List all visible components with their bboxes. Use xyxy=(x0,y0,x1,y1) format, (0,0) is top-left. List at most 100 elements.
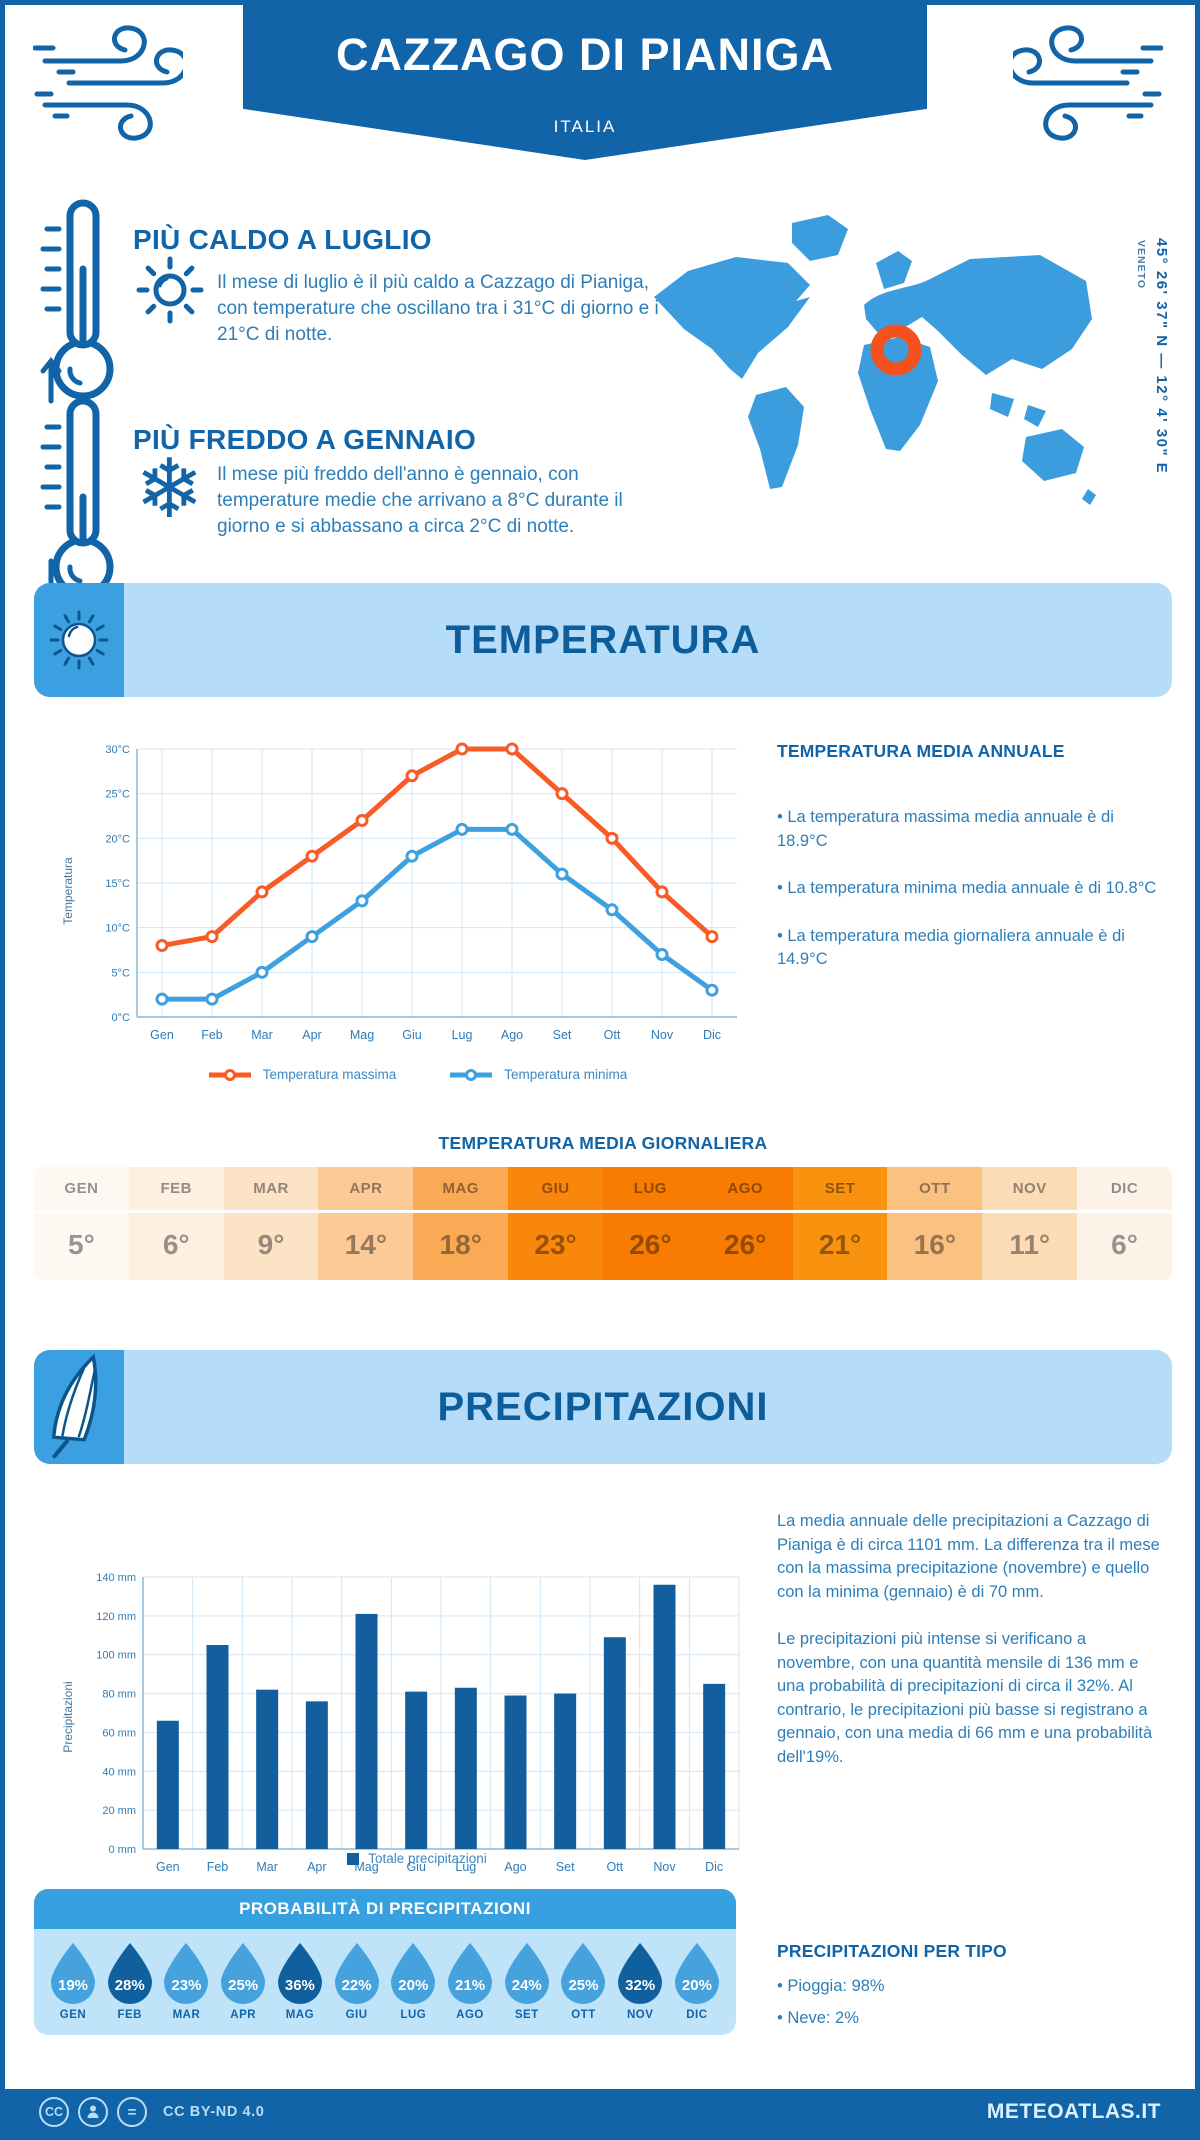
temp-grid xyxy=(137,748,737,1018)
droplet-month: APR xyxy=(230,2009,257,2021)
droplet: 25% xyxy=(218,1941,268,2005)
data-point xyxy=(255,965,269,979)
y-tick-label: 0°C xyxy=(112,1012,131,1024)
temp-table-month: FEB xyxy=(128,1167,224,1210)
temperature-banner-title: TEMPERATURA xyxy=(445,617,761,662)
temp-table-value: 23° xyxy=(508,1213,603,1280)
x-tick-label: Apr xyxy=(307,1860,326,1874)
y-tick-label: 60 mm xyxy=(102,1727,136,1739)
bar-ott xyxy=(603,1637,626,1849)
legend-line-sample xyxy=(208,1068,251,1081)
continents xyxy=(654,215,1096,505)
page-subtitle: ITALIA xyxy=(553,117,617,136)
data-point xyxy=(655,947,669,961)
data-point xyxy=(305,930,319,944)
x-tick-label: Mag xyxy=(350,1028,374,1042)
precip-grid xyxy=(142,1576,740,1850)
precipitation-legend: Totale precipitazioni xyxy=(87,1851,747,1866)
x-tick-label: Ott xyxy=(606,1860,623,1874)
data-point xyxy=(205,992,219,1006)
map-coordinates: 45° 26' 37" N — 12° 4' 30" E xyxy=(1153,238,1170,475)
droplet-value: 25% xyxy=(228,1977,259,1994)
x-tick-label: Set xyxy=(553,1028,572,1042)
droplet-icon xyxy=(107,1943,152,2004)
annual-bullet: • La temperatura massima media annuale è… xyxy=(777,808,1114,850)
droplet-icon xyxy=(391,1943,436,2004)
bar-lug xyxy=(454,1687,477,1849)
x-tick-label: Lug xyxy=(455,1860,476,1874)
droplet-month: GIU xyxy=(345,2009,368,2021)
droplet-month: LUG xyxy=(400,2009,427,2021)
legend-label: Temperatura minima xyxy=(504,1067,628,1082)
temp-table-month: GEN xyxy=(34,1167,129,1210)
temp-table-value: 6° xyxy=(1077,1213,1172,1280)
droplet-icon xyxy=(277,1943,322,2004)
map-region: VENETO xyxy=(1135,240,1147,289)
legend-line-sample xyxy=(450,1068,493,1081)
bar-apr xyxy=(305,1701,328,1849)
hot-month-text: Il mese di luglio è il più caldo a Cazza… xyxy=(217,272,659,345)
y-tick-label: 100 mm xyxy=(96,1650,136,1662)
series-line-0 xyxy=(159,746,715,949)
x-tick-label: Giu xyxy=(406,1860,426,1874)
probability-column: 22% GIU xyxy=(330,1941,384,2021)
data-point xyxy=(305,849,319,863)
y-tick-label: 140 mm xyxy=(96,1572,136,1584)
annual-bullet: • La temperatura media giornaliera annua… xyxy=(777,926,1125,969)
annual-temperature-title: TEMPERATURA MEDIA ANNUALE xyxy=(777,741,1065,761)
cc-by-person-icon xyxy=(78,2097,108,2127)
cold-month-text: Il mese più freddo dell'anno è gennaio, … xyxy=(217,464,623,537)
probability-column: 23% MAR xyxy=(159,1941,213,2021)
x-tick-label: Gen xyxy=(150,1028,174,1042)
bar-ago xyxy=(504,1695,527,1849)
data-point xyxy=(155,939,169,953)
bar-nov xyxy=(653,1584,676,1849)
data-point xyxy=(555,867,569,881)
x-tick-label: Nov xyxy=(653,1860,676,1874)
droplet: 25% xyxy=(558,1941,608,2005)
probability-droplets: 19% GEN 28% FEB 23% MAR 25% APR 36% MAG 22% GIU 20% L… xyxy=(34,1929,736,2035)
droplet-month: FEB xyxy=(117,2009,142,2021)
droplet-value: 20% xyxy=(681,1977,712,1994)
data-point xyxy=(605,903,619,917)
temp-table-month: DIC xyxy=(1077,1167,1172,1210)
droplet-month: MAR xyxy=(172,2009,201,2021)
temp-table-month: SET xyxy=(792,1167,888,1210)
cc-icon: CC xyxy=(39,2097,69,2127)
x-tick-label: Mar xyxy=(251,1028,273,1042)
droplet-month: DIC xyxy=(686,2009,708,2021)
temp-table-value: 14° xyxy=(318,1213,414,1280)
y-tick-label: 20°C xyxy=(105,833,130,845)
legend-swatch xyxy=(347,1852,360,1865)
probability-column: 25% OTT xyxy=(556,1941,610,2021)
temp-table-month: LUG xyxy=(602,1167,698,1210)
droplet: 19% xyxy=(48,1941,98,2005)
temperature-legend: Temperatura massima Temperatura minima xyxy=(87,1067,747,1082)
y-tick-label: 20 mm xyxy=(102,1805,136,1817)
data-point xyxy=(355,894,369,908)
droplet: 32% xyxy=(615,1941,665,2005)
data-point xyxy=(405,849,419,863)
temp-table-value: 6° xyxy=(128,1213,224,1280)
legend-item: Temperatura massima xyxy=(207,1067,396,1082)
x-tick-label: Nov xyxy=(651,1028,674,1042)
temp-table: GEN FEB MAR APR MAG GIU LUG AGO SET OTT NOV DIC 5° 6°… xyxy=(34,1167,1172,1280)
precipitation-chart: 0 mm 20 mm 40 mm 60 mm 80 mm 100 mm 120 mm 140 … xyxy=(96,1572,740,1874)
bar-mag xyxy=(355,1613,378,1849)
cc-nd-icon: = xyxy=(117,2097,147,2127)
brand-label: METEOATLAS.IT xyxy=(986,2100,1161,2123)
x-tick-label: Ago xyxy=(501,1028,523,1042)
precipitation-text-block: La media annuale delle precipitazioni a … xyxy=(777,1510,1163,1793)
per-type-bullet: • Pioggia: 98% xyxy=(777,1977,885,1995)
temperature-banner-tile xyxy=(34,583,124,697)
bar-giu xyxy=(405,1691,428,1849)
thermometer-down-icon xyxy=(40,397,114,605)
droplet-icon xyxy=(561,1943,606,2004)
x-tick-label: Gen xyxy=(156,1860,180,1874)
precipitation-banner-tile xyxy=(34,1350,124,1464)
droplet-value: 24% xyxy=(511,1977,542,1994)
droplet-icon xyxy=(618,1943,663,2004)
precipitation-banner-title: PRECIPITAZIONI xyxy=(437,1384,769,1429)
x-tick-label: Ott xyxy=(604,1028,621,1042)
page-title: CAZZAGO DI PIANIGA xyxy=(336,29,834,80)
